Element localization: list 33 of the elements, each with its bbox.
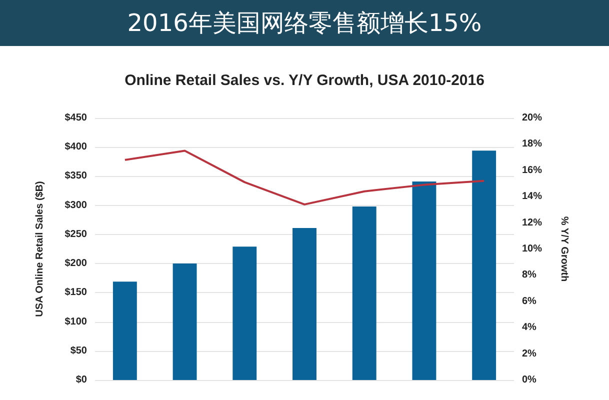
bar xyxy=(112,282,137,380)
y2-tick-label: 2% xyxy=(522,348,537,360)
y2-tick-label: 12% xyxy=(522,217,542,228)
y-tick-label: $200 xyxy=(64,258,88,270)
y-tick-label: $0 xyxy=(76,374,88,386)
y-tick-label: $150 xyxy=(64,287,88,298)
y-axis-title: USA Online Retail Sales ($B) xyxy=(34,181,46,317)
bar xyxy=(292,228,316,380)
y-tick-label: $250 xyxy=(64,228,88,240)
chart-title: 2016年美国网络零售额增长15% xyxy=(0,0,609,46)
chart-subtitle: Online Retail Sales vs. Y/Y Growth, USA 2010-2016 xyxy=(124,72,484,89)
y2-tick-label: 14% xyxy=(522,191,542,202)
y2-tick-label: 6% xyxy=(522,296,537,307)
y-tick-label: $350 xyxy=(64,170,88,182)
y2-tick-label: 16% xyxy=(522,164,542,176)
y-tick-label: $100 xyxy=(64,316,88,328)
bar xyxy=(412,181,436,380)
y-tick-label: $400 xyxy=(64,142,88,153)
y2-tick-label: 18% xyxy=(522,138,542,150)
y-tick-label: $450 xyxy=(64,112,88,124)
y2-tick-label: 8% xyxy=(522,270,537,281)
y-tick-label: $50 xyxy=(70,345,88,356)
y2-tick-label: 0% xyxy=(522,374,537,386)
bar xyxy=(232,246,257,380)
y2-tick-label: 10% xyxy=(522,244,542,254)
y2-tick-label: 4% xyxy=(522,322,537,334)
bar xyxy=(172,264,197,380)
bar xyxy=(472,150,496,380)
line-series xyxy=(124,150,486,206)
y2-axis-title: % Y/Y Growth xyxy=(558,216,570,282)
y-tick-label: $300 xyxy=(64,200,88,211)
bar xyxy=(352,206,376,380)
y2-tick-label: 20% xyxy=(522,112,542,124)
